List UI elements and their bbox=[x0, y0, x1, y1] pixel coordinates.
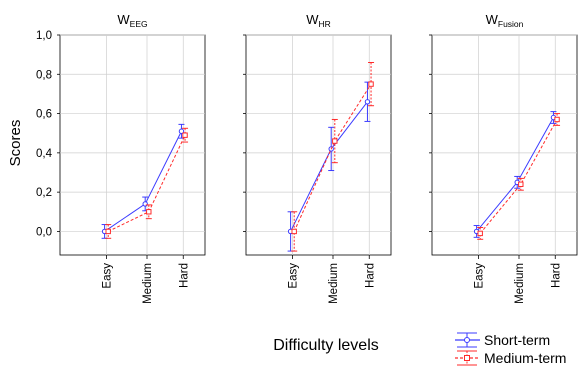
legend-medium-term-label: Medium-term bbox=[484, 350, 566, 366]
legend-short-term-label: Short-term bbox=[484, 332, 550, 348]
data-point-medium-term bbox=[332, 138, 338, 144]
y-tick-label: 0,6 bbox=[36, 109, 52, 121]
legend-item-short-term: Short-term bbox=[455, 332, 550, 348]
x-tick-label: Easy bbox=[287, 263, 299, 289]
panel-hr: Easy Medium Hard WHR bbox=[243, 12, 392, 304]
legend-item-medium-term: Medium-term bbox=[455, 350, 566, 366]
data-point-medium-term bbox=[518, 181, 524, 187]
series-line-medium-term bbox=[479, 119, 558, 234]
panel-fusion: Easy Medium Hard WFusion bbox=[429, 12, 578, 304]
panel-title: WHR bbox=[306, 12, 331, 29]
plot-frame bbox=[245, 34, 392, 256]
legend-medium-term-marker bbox=[464, 355, 470, 361]
panel-title-main: W bbox=[117, 12, 130, 27]
y-tick-label: 0,0 bbox=[36, 226, 52, 238]
x-tick-label: Hard bbox=[178, 263, 190, 288]
panel-title: WEEG bbox=[117, 12, 147, 29]
panel-title-subscript: Fusion bbox=[498, 19, 524, 29]
plot-frame bbox=[431, 34, 578, 256]
data-point-medium-term bbox=[182, 132, 188, 138]
plot-frame bbox=[59, 34, 206, 256]
data-point-medium-term bbox=[554, 116, 560, 123]
x-tick-label: Hard bbox=[550, 263, 562, 288]
panel-title-subscript: EEG bbox=[130, 19, 148, 29]
legend: Short-term Medium-term bbox=[455, 332, 566, 366]
x-tick-label: Easy bbox=[473, 263, 485, 289]
data-point-medium-term bbox=[105, 228, 111, 235]
x-tick-label: Medium bbox=[142, 263, 154, 304]
y-axis-label: Scores bbox=[7, 120, 24, 167]
y-tick-label: 0,8 bbox=[36, 69, 52, 81]
data-point-medium-term bbox=[368, 81, 374, 87]
data-point-short-term bbox=[142, 201, 148, 207]
data-point-medium-term bbox=[146, 209, 152, 215]
panel-title-subscript: HR bbox=[319, 19, 331, 29]
y-tick-label: 0,2 bbox=[36, 187, 52, 199]
x-tick-label: Easy bbox=[101, 263, 113, 289]
legend-short-term-marker bbox=[464, 337, 470, 343]
data-point-medium-term bbox=[477, 230, 483, 237]
x-tick-label: Medium bbox=[328, 263, 340, 304]
data-point-short-term bbox=[364, 99, 371, 105]
data-point-medium-term bbox=[291, 228, 297, 235]
x-tick-label: Medium bbox=[514, 263, 526, 304]
panel-title-main: W bbox=[306, 12, 319, 27]
y-tick-label: 1,0 bbox=[36, 30, 52, 42]
y-tick-label: 0,4 bbox=[36, 148, 53, 160]
data-point-short-term bbox=[178, 128, 185, 134]
panel-eeg: 1,0 0,8 0,6 0,4 0,2 0,0 Easy Medium Hard WEEG bbox=[36, 12, 206, 304]
x-tick-label: Hard bbox=[364, 263, 376, 288]
panel-title-main: W bbox=[486, 12, 499, 27]
x-axis-label: Difficulty levels bbox=[273, 337, 379, 354]
panel-title: WFusion bbox=[486, 12, 524, 29]
